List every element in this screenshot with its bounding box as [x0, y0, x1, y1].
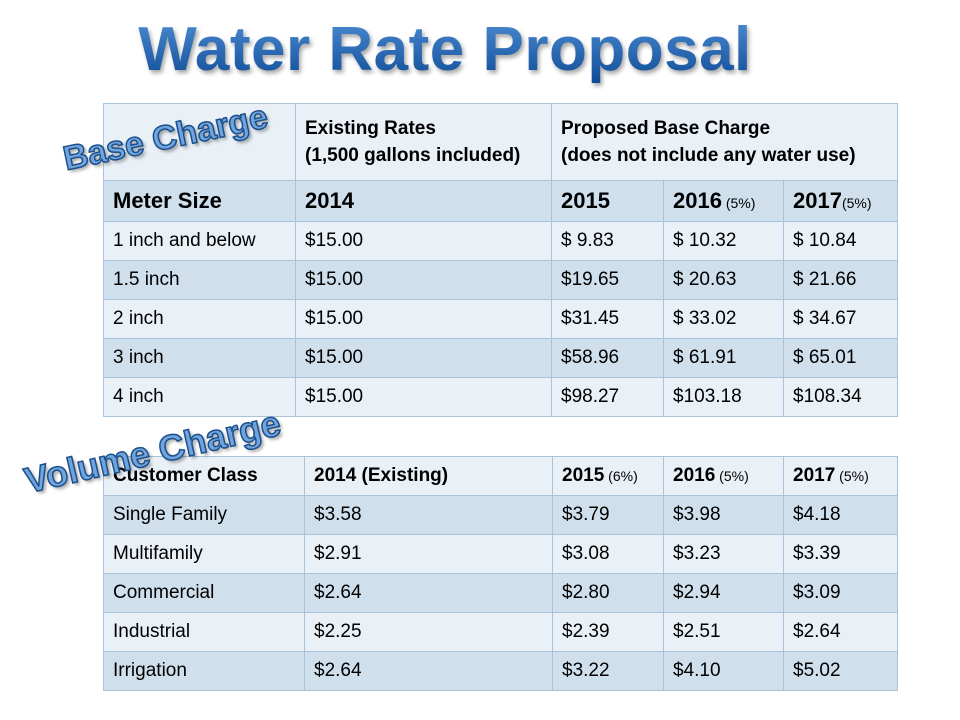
- table-cell: $58.96: [551, 338, 664, 378]
- table-row: 3 inch $15.00 $58.96 $ 61.91 $ 65.01: [103, 338, 899, 378]
- table-cell: 3 inch: [103, 338, 296, 378]
- table-cell: 1.5 inch: [103, 260, 296, 300]
- base-col-header: 2014: [295, 180, 552, 222]
- table-cell: 4 inch: [103, 377, 296, 417]
- table-cell: $ 65.01: [782, 338, 899, 378]
- table-cell: $3.98: [663, 495, 784, 535]
- table-row: 1 inch and below $15.00 $ 9.83 $ 10.32 $…: [103, 221, 899, 261]
- table-cell: Single Family: [103, 495, 305, 535]
- table-row: 2 inch $15.00 $31.45 $ 33.02 $ 34.67: [103, 299, 899, 339]
- base-group-header-empty: [103, 103, 296, 181]
- table-cell: $15.00: [295, 221, 552, 261]
- table-cell: $5.02: [783, 651, 898, 691]
- table-cell: $ 33.02: [663, 299, 784, 339]
- table-cell: $ 10.32: [663, 221, 784, 261]
- table-cell: $ 34.67: [782, 299, 899, 339]
- table-cell: $3.79: [552, 495, 664, 535]
- table-row: Industrial $2.25 $2.39 $2.51 $2.64: [103, 612, 898, 652]
- table-cell: $98.27: [551, 377, 664, 417]
- table-cell: $ 61.91: [663, 338, 784, 378]
- table-cell: 2 inch: [103, 299, 296, 339]
- table-cell: $31.45: [551, 299, 664, 339]
- volume-charge-table: Customer Class 2014 (Existing) 2015 (6%)…: [103, 456, 898, 691]
- proposed-base-title: Proposed Base Charge: [561, 118, 771, 139]
- table-cell: $3.09: [783, 573, 898, 613]
- table-cell: $ 10.84: [782, 221, 899, 261]
- volume-column-header-row: Customer Class 2014 (Existing) 2015 (6%)…: [103, 456, 898, 496]
- volume-col-header: 2016 (5%): [663, 456, 784, 496]
- table-cell: $108.34: [782, 377, 899, 417]
- table-row: Commercial $2.64 $2.80 $2.94 $3.09: [103, 573, 898, 613]
- table-cell: $2.64: [304, 651, 553, 691]
- table-cell: $2.64: [304, 573, 553, 613]
- base-col-header: 2015: [551, 180, 664, 222]
- table-cell: Irrigation: [103, 651, 305, 691]
- table-row: Single Family $3.58 $3.79 $3.98 $4.18: [103, 495, 898, 535]
- base-charge-table: Existing Rates (1,500 gallons included) …: [103, 103, 899, 417]
- table-cell: $3.23: [663, 534, 784, 574]
- base-col-header: Meter Size: [103, 180, 296, 222]
- volume-col-header: 2014 (Existing): [304, 456, 553, 496]
- table-cell: Multifamily: [103, 534, 305, 574]
- existing-rates-title: Existing Rates: [305, 118, 436, 139]
- table-cell: $2.91: [304, 534, 553, 574]
- proposed-base-header: Proposed Base Charge (does not include a…: [550, 103, 899, 181]
- table-cell: $3.39: [783, 534, 898, 574]
- existing-rates-header: Existing Rates (1,500 gallons included): [295, 103, 552, 181]
- proposed-base-subtitle: (does not include any water use): [561, 145, 856, 166]
- base-col-header: 2016 (5%): [663, 180, 784, 222]
- volume-col-header: Customer Class: [103, 456, 305, 496]
- table-cell: $2.64: [783, 612, 898, 652]
- table-row: 1.5 inch $15.00 $19.65 $ 20.63 $ 21.66: [103, 260, 899, 300]
- table-cell: $15.00: [295, 299, 552, 339]
- table-cell: $2.25: [304, 612, 553, 652]
- table-cell: Commercial: [103, 573, 305, 613]
- table-cell: $103.18: [663, 377, 784, 417]
- base-col-header: 2017(5%): [782, 180, 899, 222]
- existing-rates-subtitle: (1,500 gallons included): [305, 145, 521, 166]
- volume-col-header: 2017 (5%): [783, 456, 898, 496]
- table-cell: $19.65: [551, 260, 664, 300]
- table-cell: $2.51: [663, 612, 784, 652]
- table-cell: $3.58: [304, 495, 553, 535]
- table-cell: $2.94: [663, 573, 784, 613]
- table-cell: $2.80: [552, 573, 664, 613]
- table-cell: $3.22: [552, 651, 664, 691]
- volume-col-header: 2015 (6%): [552, 456, 664, 496]
- table-row: Multifamily $2.91 $3.08 $3.23 $3.39: [103, 534, 898, 574]
- base-column-header-row: Meter Size 2014 2015 2016 (5%) 2017(5%): [103, 180, 899, 222]
- table-cell: $15.00: [295, 377, 552, 417]
- table-cell: $ 21.66: [782, 260, 899, 300]
- table-cell: $2.39: [552, 612, 664, 652]
- table-row: Irrigation $2.64 $3.22 $4.10 $5.02: [103, 651, 898, 691]
- table-cell: Industrial: [103, 612, 305, 652]
- table-cell: 1 inch and below: [103, 221, 296, 261]
- table-row: 4 inch $15.00 $98.27 $103.18 $108.34: [103, 377, 899, 417]
- table-cell: $3.08: [552, 534, 664, 574]
- table-cell: $ 20.63: [663, 260, 784, 300]
- table-cell: $15.00: [295, 260, 552, 300]
- table-cell: $ 9.83: [551, 221, 664, 261]
- table-cell: $4.10: [663, 651, 784, 691]
- table-cell: $4.18: [783, 495, 898, 535]
- base-group-header-row: Existing Rates (1,500 gallons included) …: [103, 103, 899, 181]
- table-cell: $15.00: [295, 338, 552, 378]
- slide-title: Water Rate Proposal: [0, 14, 890, 85]
